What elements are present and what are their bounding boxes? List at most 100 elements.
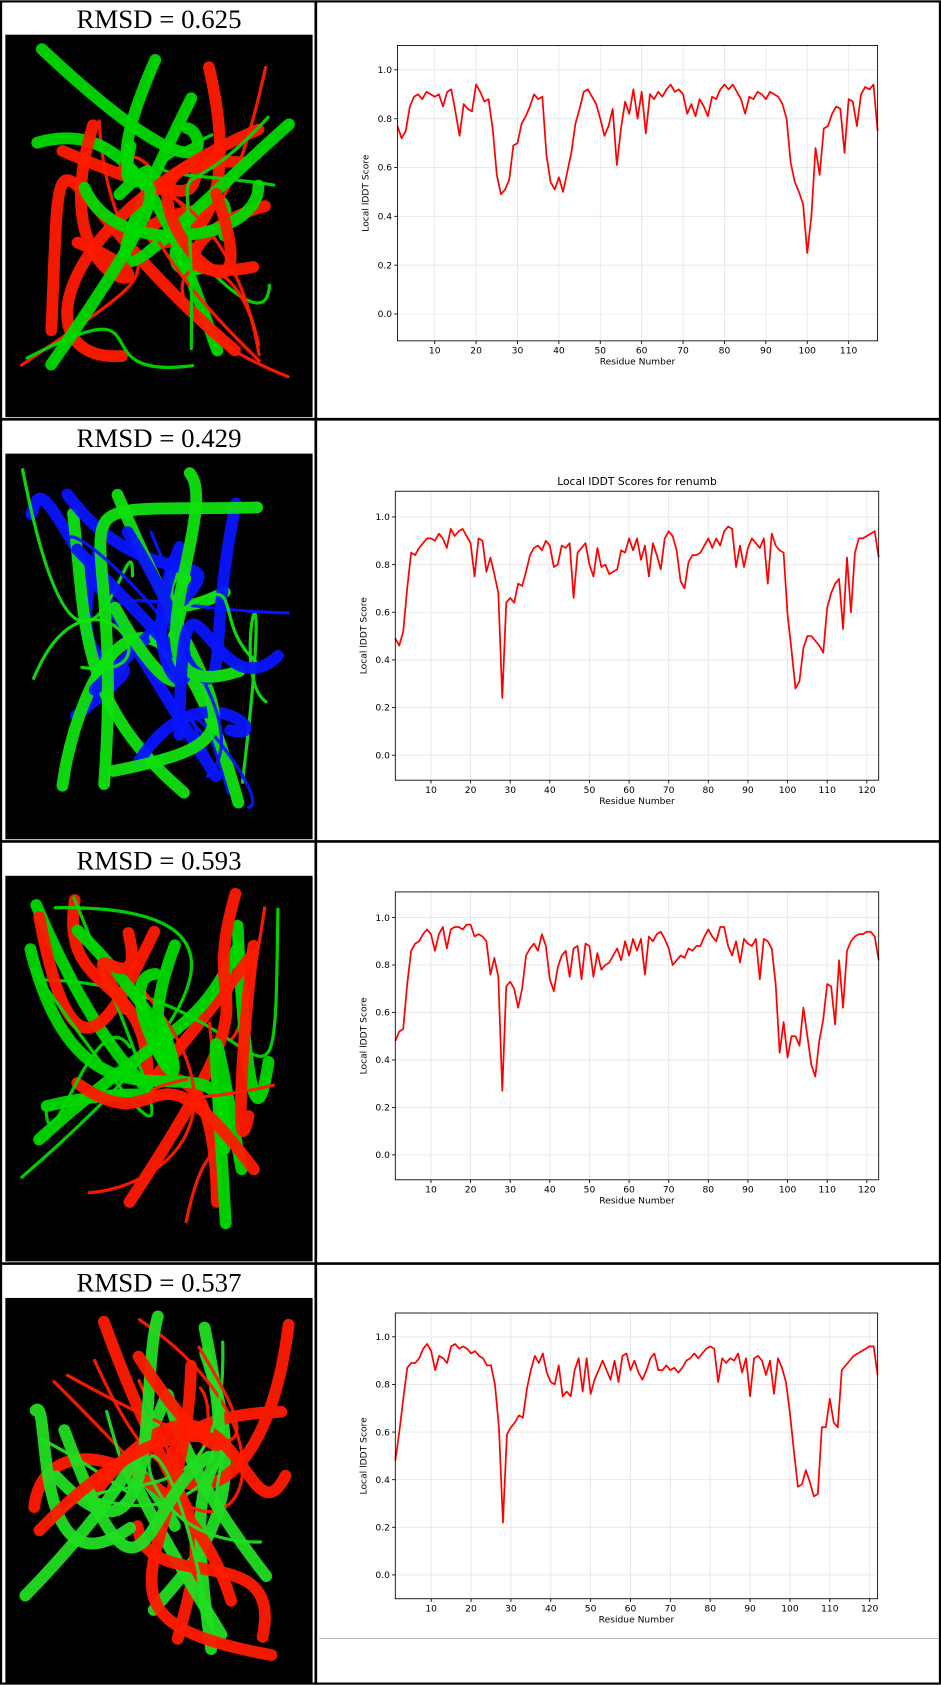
- x-tick-label: 20: [465, 786, 477, 796]
- x-tick-label: 100: [799, 347, 817, 357]
- x-tick-label: 50: [594, 347, 606, 357]
- x-tick-label: 50: [584, 1186, 596, 1196]
- y-tick-label: 0.4: [378, 213, 393, 223]
- x-tick-label: 100: [781, 1605, 799, 1615]
- y-tick-label: 0.8: [375, 561, 390, 571]
- y-tick-label: 0.2: [375, 1524, 390, 1534]
- plot-frame: [394, 490, 880, 781]
- x-tick-label: 20: [470, 347, 482, 357]
- ribbon-strand: [194, 1321, 225, 1656]
- plot-frame: [394, 891, 880, 1181]
- x-tick-label: 40: [545, 1605, 557, 1615]
- y-tick-label: 0.2: [375, 1104, 390, 1114]
- x-tick-label: 10: [425, 1605, 437, 1615]
- y-tick-label: 0.8: [375, 1381, 390, 1391]
- x-tick-label: 90: [742, 1186, 754, 1196]
- x-tick-label: 20: [465, 1605, 477, 1615]
- ribbon-coil: [191, 716, 255, 809]
- x-tick-label: 60: [636, 347, 648, 357]
- y-tick-label: 1.0: [375, 914, 390, 924]
- ribbon-coil: [180, 265, 290, 379]
- ribbon-strand: [56, 632, 245, 809]
- ribbon-strand: [29, 1403, 137, 1550]
- x-tick-label: 10: [425, 1186, 437, 1196]
- rmsd-label: RMSD = 0.625: [76, 4, 241, 34]
- x-tick-label: 70: [665, 1605, 677, 1615]
- x-tick-label: 90: [742, 786, 754, 796]
- rmsd-label: RMSD = 0.593: [76, 845, 241, 875]
- y-tick-label: 0.6: [378, 164, 393, 174]
- y-tick-label: 0.6: [375, 1428, 390, 1438]
- ribbon-strand: [123, 887, 242, 1208]
- y-tick-label: 0.4: [375, 1056, 390, 1066]
- x-tick-label: 120: [861, 1605, 879, 1615]
- x-axis-label: Residue Number: [600, 357, 676, 367]
- ribbon-strand: [45, 54, 162, 371]
- y-tick-label: 0.0: [378, 310, 393, 320]
- rmsd-label: RMSD = 0.537: [76, 1268, 241, 1298]
- ribbon-strand: [35, 43, 204, 159]
- y-tick-label: 0.0: [375, 1151, 390, 1161]
- y-axis-label: Local lDDT Score: [359, 597, 369, 675]
- ribbon-strand: [33, 1350, 225, 1537]
- ribbon-coil: [149, 1077, 276, 1100]
- ribbon-group: [19, 43, 295, 379]
- y-tick-label: 0.0: [375, 1571, 390, 1581]
- x-tick-label: 70: [663, 1186, 675, 1196]
- ribbon-coil: [44, 1036, 132, 1126]
- x-tick-label: 90: [744, 1605, 756, 1615]
- x-tick-label: 40: [544, 786, 556, 796]
- ribbon-strand: [71, 924, 181, 1073]
- x-tick-label: 120: [858, 1186, 876, 1196]
- x-tick-label: 40: [553, 347, 565, 357]
- x-tick-label: 120: [858, 786, 876, 796]
- ribbon-coil: [163, 592, 258, 663]
- x-tick-label: 90: [760, 347, 772, 357]
- x-tick-label: 70: [663, 786, 675, 796]
- x-tick-label: 60: [625, 1605, 637, 1615]
- x-tick-label: 100: [779, 1186, 797, 1196]
- y-tick-label: 1.0: [378, 66, 393, 76]
- ribbon-coil: [20, 906, 194, 1179]
- ribbon-strand: [131, 1520, 271, 1643]
- score-line: [394, 923, 880, 1092]
- x-tick-label: 30: [512, 347, 524, 357]
- plot-frame: [394, 1312, 879, 1600]
- x-tick-label: 10: [429, 347, 441, 357]
- ribbon-group: [20, 467, 291, 809]
- chart-title: Local lDDT Scores for renumb: [557, 475, 717, 488]
- x-axis-label: Residue Number: [599, 1196, 675, 1206]
- ribbon-coil: [147, 1454, 263, 1603]
- x-tick-label: 80: [703, 1186, 715, 1196]
- x-tick-label: 50: [585, 1605, 597, 1615]
- score-line: [394, 525, 880, 699]
- x-tick-label: 30: [504, 1186, 516, 1196]
- x-tick-label: 70: [677, 347, 689, 357]
- x-tick-label: 30: [505, 1605, 517, 1615]
- x-tick-label: 60: [623, 1186, 635, 1196]
- x-tick-label: 110: [840, 347, 858, 357]
- ribbon-strand: [209, 1038, 248, 1230]
- ribbon-strand: [96, 927, 138, 1016]
- y-tick-label: 1.0: [375, 1333, 390, 1343]
- ribbon-coil: [66, 535, 223, 778]
- y-tick-label: 0.8: [378, 115, 393, 125]
- x-tick-label: 60: [623, 786, 635, 796]
- ribbon-strand: [132, 706, 252, 768]
- ribbon-strand: [33, 911, 161, 1034]
- y-axis-label: Local lDDT Score: [359, 997, 369, 1075]
- y-tick-label: 0.2: [378, 261, 393, 271]
- x-tick-label: 110: [818, 1186, 836, 1196]
- x-tick-label: 110: [818, 786, 836, 796]
- ribbon-coil: [87, 990, 196, 1195]
- y-tick-label: 1.0: [375, 513, 390, 523]
- ribbon-strand: [45, 174, 241, 357]
- x-tick-label: 40: [544, 1186, 556, 1196]
- y-tick-label: 0.2: [375, 704, 390, 714]
- rmsd-label: RMSD = 0.429: [76, 423, 241, 453]
- x-axis-label: Residue Number: [599, 797, 675, 807]
- y-tick-label: 0.6: [375, 1009, 390, 1019]
- ribbon-strand: [50, 1310, 164, 1518]
- x-tick-label: 80: [704, 1605, 716, 1615]
